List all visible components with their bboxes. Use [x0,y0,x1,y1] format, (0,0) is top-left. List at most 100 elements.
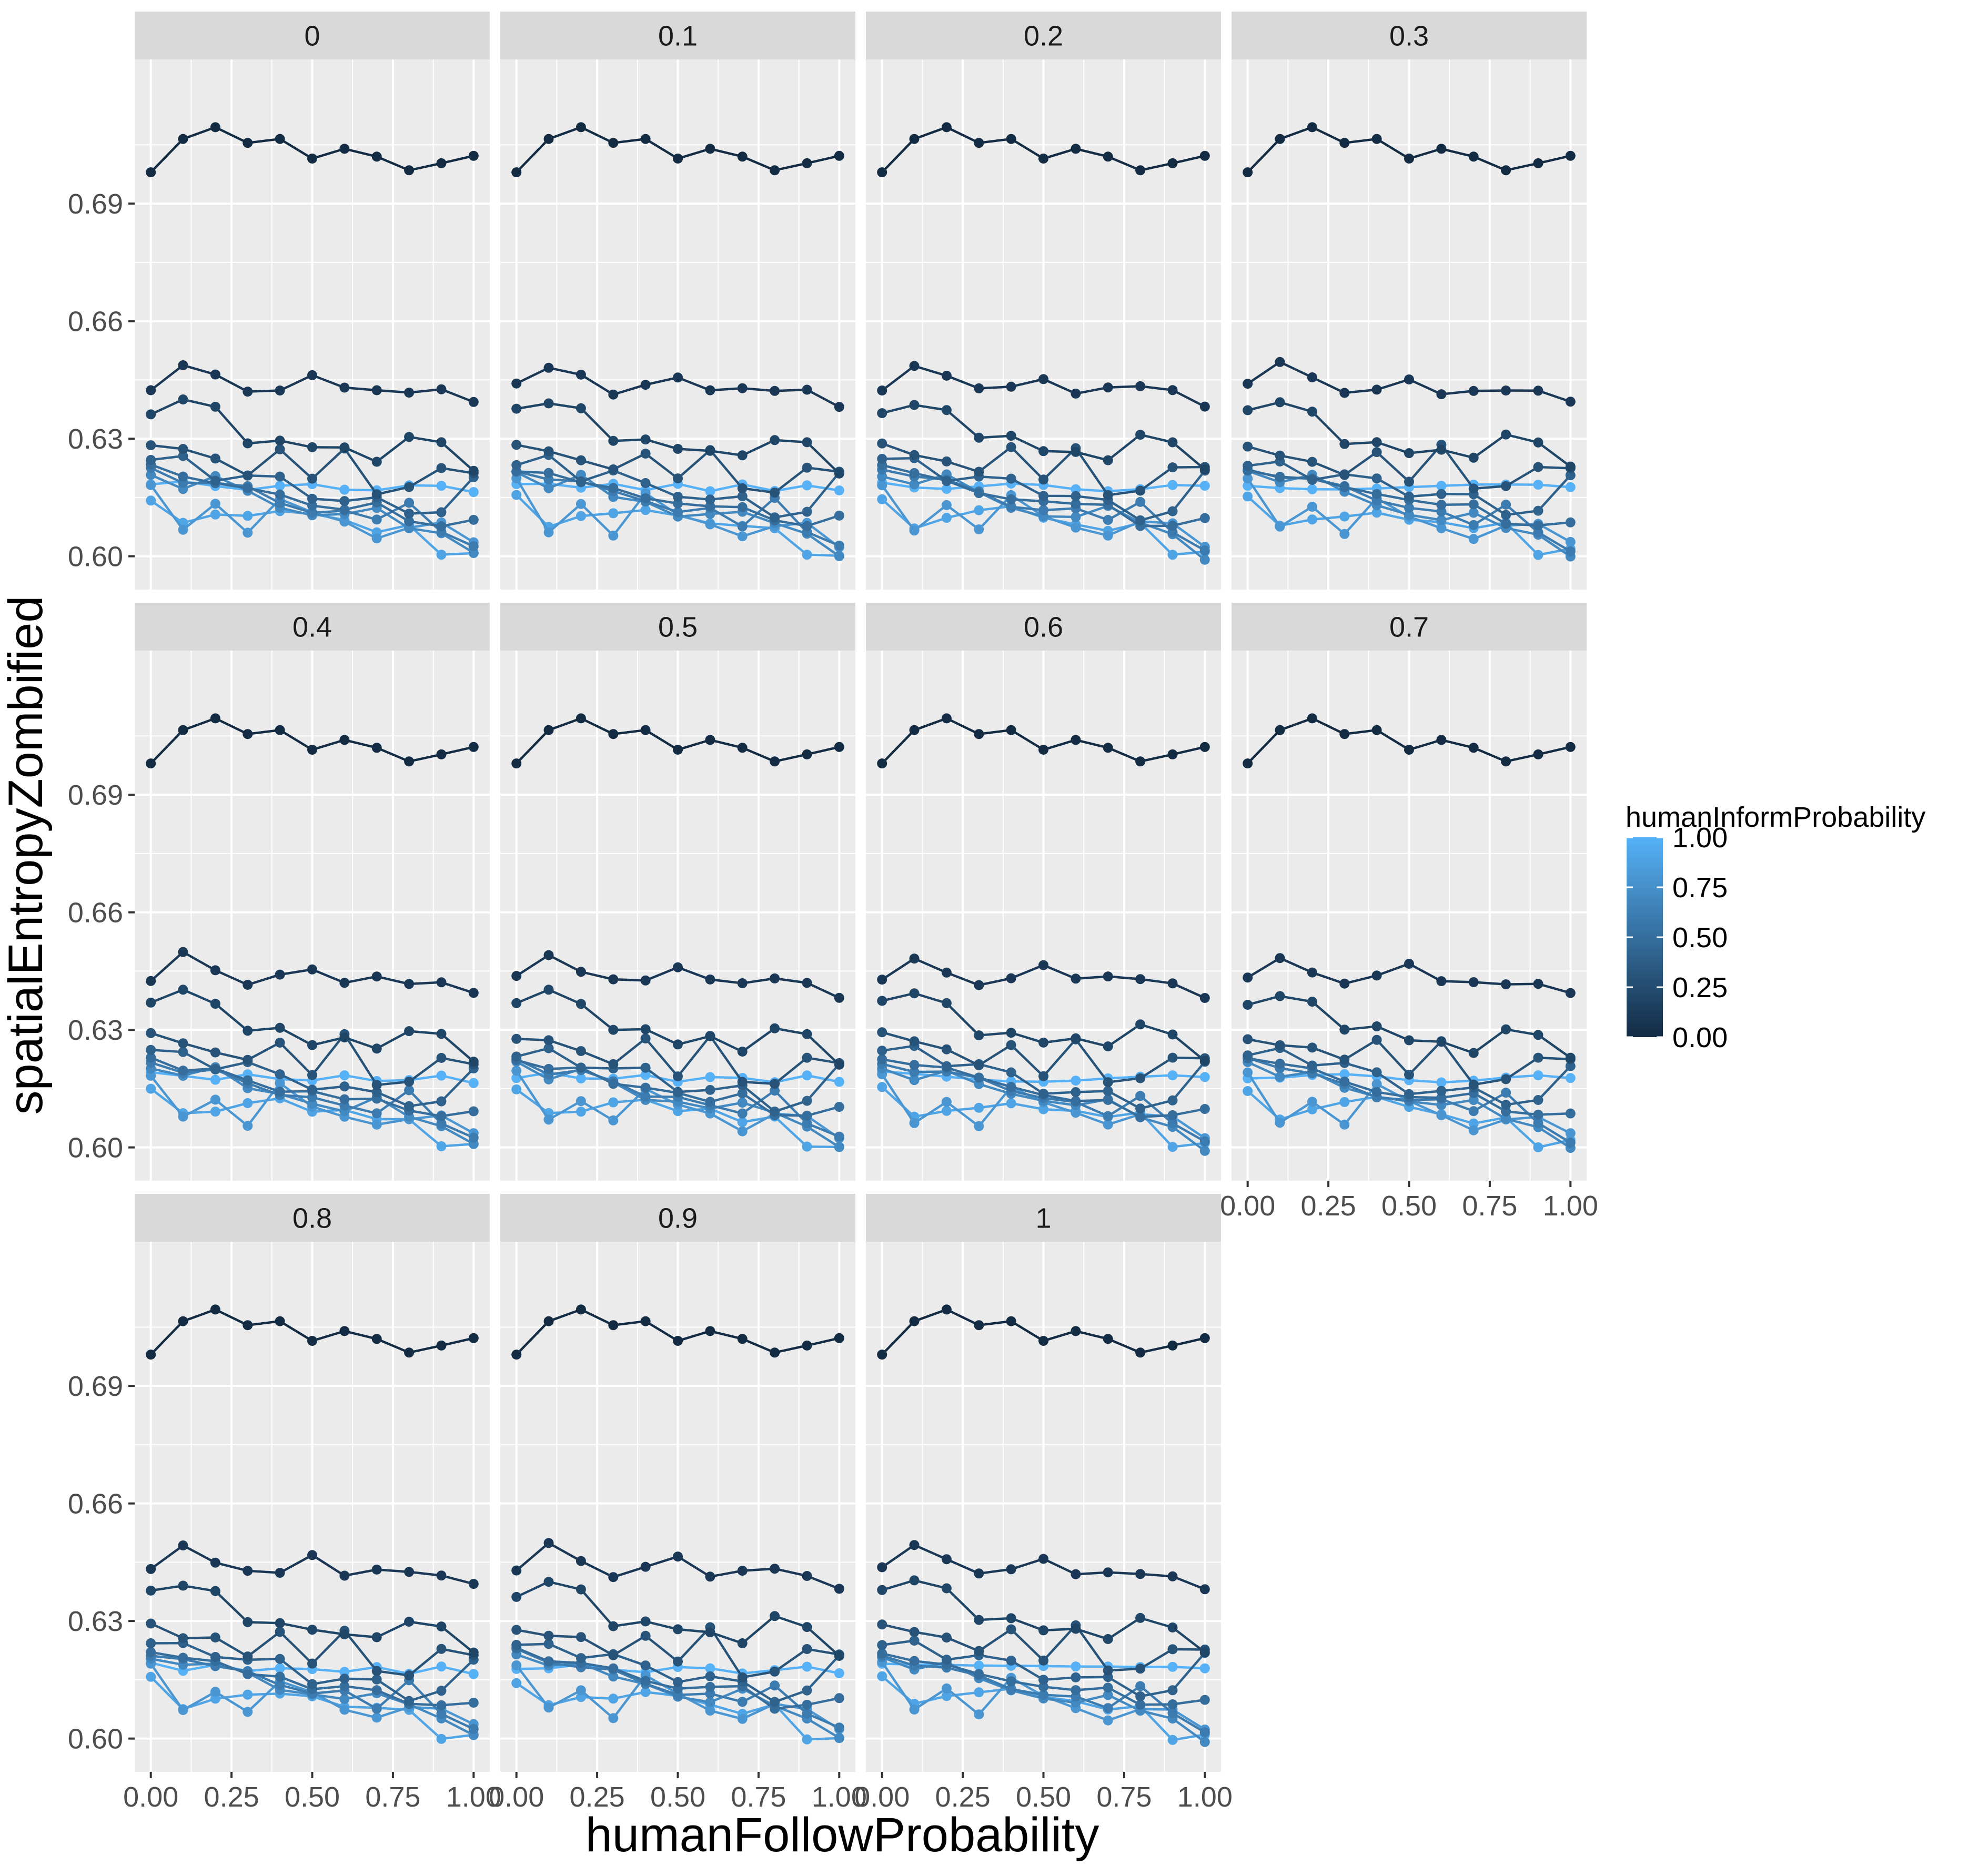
data-point [1307,407,1317,417]
data-point [307,1070,317,1080]
data-point [1167,506,1178,516]
data-point [1199,1647,1210,1658]
data-point [640,1561,651,1572]
data-point [576,1073,586,1084]
data-point [705,1072,715,1082]
data-point [371,1685,382,1696]
data-point [1243,491,1253,502]
x-tick-label: 0.00 [1220,1190,1275,1222]
data-point [909,468,920,478]
x-tick-label: 0.50 [1381,1190,1437,1222]
data-point [1103,382,1113,393]
data-point [705,445,715,456]
data-point [511,1640,522,1650]
data-point [1006,1316,1016,1326]
data-point [877,1671,887,1681]
data-point [1135,1569,1146,1579]
data-point [339,496,350,506]
data-point [941,713,952,724]
data-point [1436,489,1447,499]
data-point [673,1677,683,1687]
data-point [1167,978,1178,989]
data-point [1167,1622,1178,1632]
data-point [307,493,317,504]
data-point [608,1079,619,1089]
data-point [307,370,317,380]
data-point [802,978,812,988]
data-point [1103,1119,1113,1130]
data-point [1339,1077,1350,1087]
data-point [243,483,253,493]
data-point [146,1044,156,1055]
data-point [1167,1118,1178,1129]
data-point [371,1703,382,1714]
data-point [705,519,715,530]
data-point [511,1678,522,1688]
data-point [468,1132,479,1143]
data-point [877,1350,887,1360]
data-point [1404,491,1414,502]
data-point [1436,481,1447,491]
data-point [178,1652,188,1663]
data-point [1199,481,1210,491]
data-point [1339,529,1350,539]
data-point [576,967,586,977]
data-point [877,454,887,464]
data-point [1501,165,1511,176]
data-point [737,743,748,753]
data-point [802,1029,812,1039]
data-point [146,1647,156,1657]
data-point [511,1084,522,1094]
data-point [1006,1564,1016,1575]
data-point [576,1096,586,1107]
data-point [909,1627,920,1637]
data-point [1501,1088,1511,1098]
data-point [543,483,554,493]
data-point [371,457,382,467]
data-point [307,1084,317,1095]
data-point [178,725,188,735]
data-point [1038,1104,1048,1114]
x-tick-label: 0.75 [1096,1781,1152,1813]
data-point [640,505,651,515]
data-point [1006,1656,1016,1666]
data-point [1243,1034,1253,1044]
x-tick-label: 0.25 [204,1781,259,1813]
data-point [307,1625,317,1635]
data-point [1135,430,1146,440]
data-point [371,1108,382,1119]
data-point [1103,1086,1113,1096]
data-point [673,473,683,484]
legend-label: 0.25 [1672,972,1728,1003]
data-point [1071,735,1081,745]
data-point [511,1066,522,1076]
data-point [1339,1025,1350,1035]
data-point [673,1551,683,1562]
data-point [877,996,887,1006]
data-point [1275,1040,1285,1050]
data-point [339,1629,350,1639]
data-point [178,1316,188,1326]
data-point [1533,386,1543,396]
data-point [974,524,984,534]
x-tick-label: 1.00 [812,1781,867,1813]
data-point [877,438,887,449]
data-point [146,997,156,1008]
data-point [275,1680,285,1690]
data-point [243,1026,253,1036]
data-point [243,1689,253,1700]
data-point [1565,482,1576,492]
data-point [1468,1048,1479,1058]
data-point [275,1038,285,1048]
data-point [770,1680,780,1691]
data-point [404,1085,415,1096]
data-point [1468,520,1479,530]
data-point [909,1036,920,1047]
data-point [1135,496,1146,507]
data-point [640,1082,651,1093]
data-point [640,134,651,144]
data-point [608,1621,619,1631]
data-point [178,394,188,404]
data-point [576,1062,586,1073]
data-point [307,745,317,755]
